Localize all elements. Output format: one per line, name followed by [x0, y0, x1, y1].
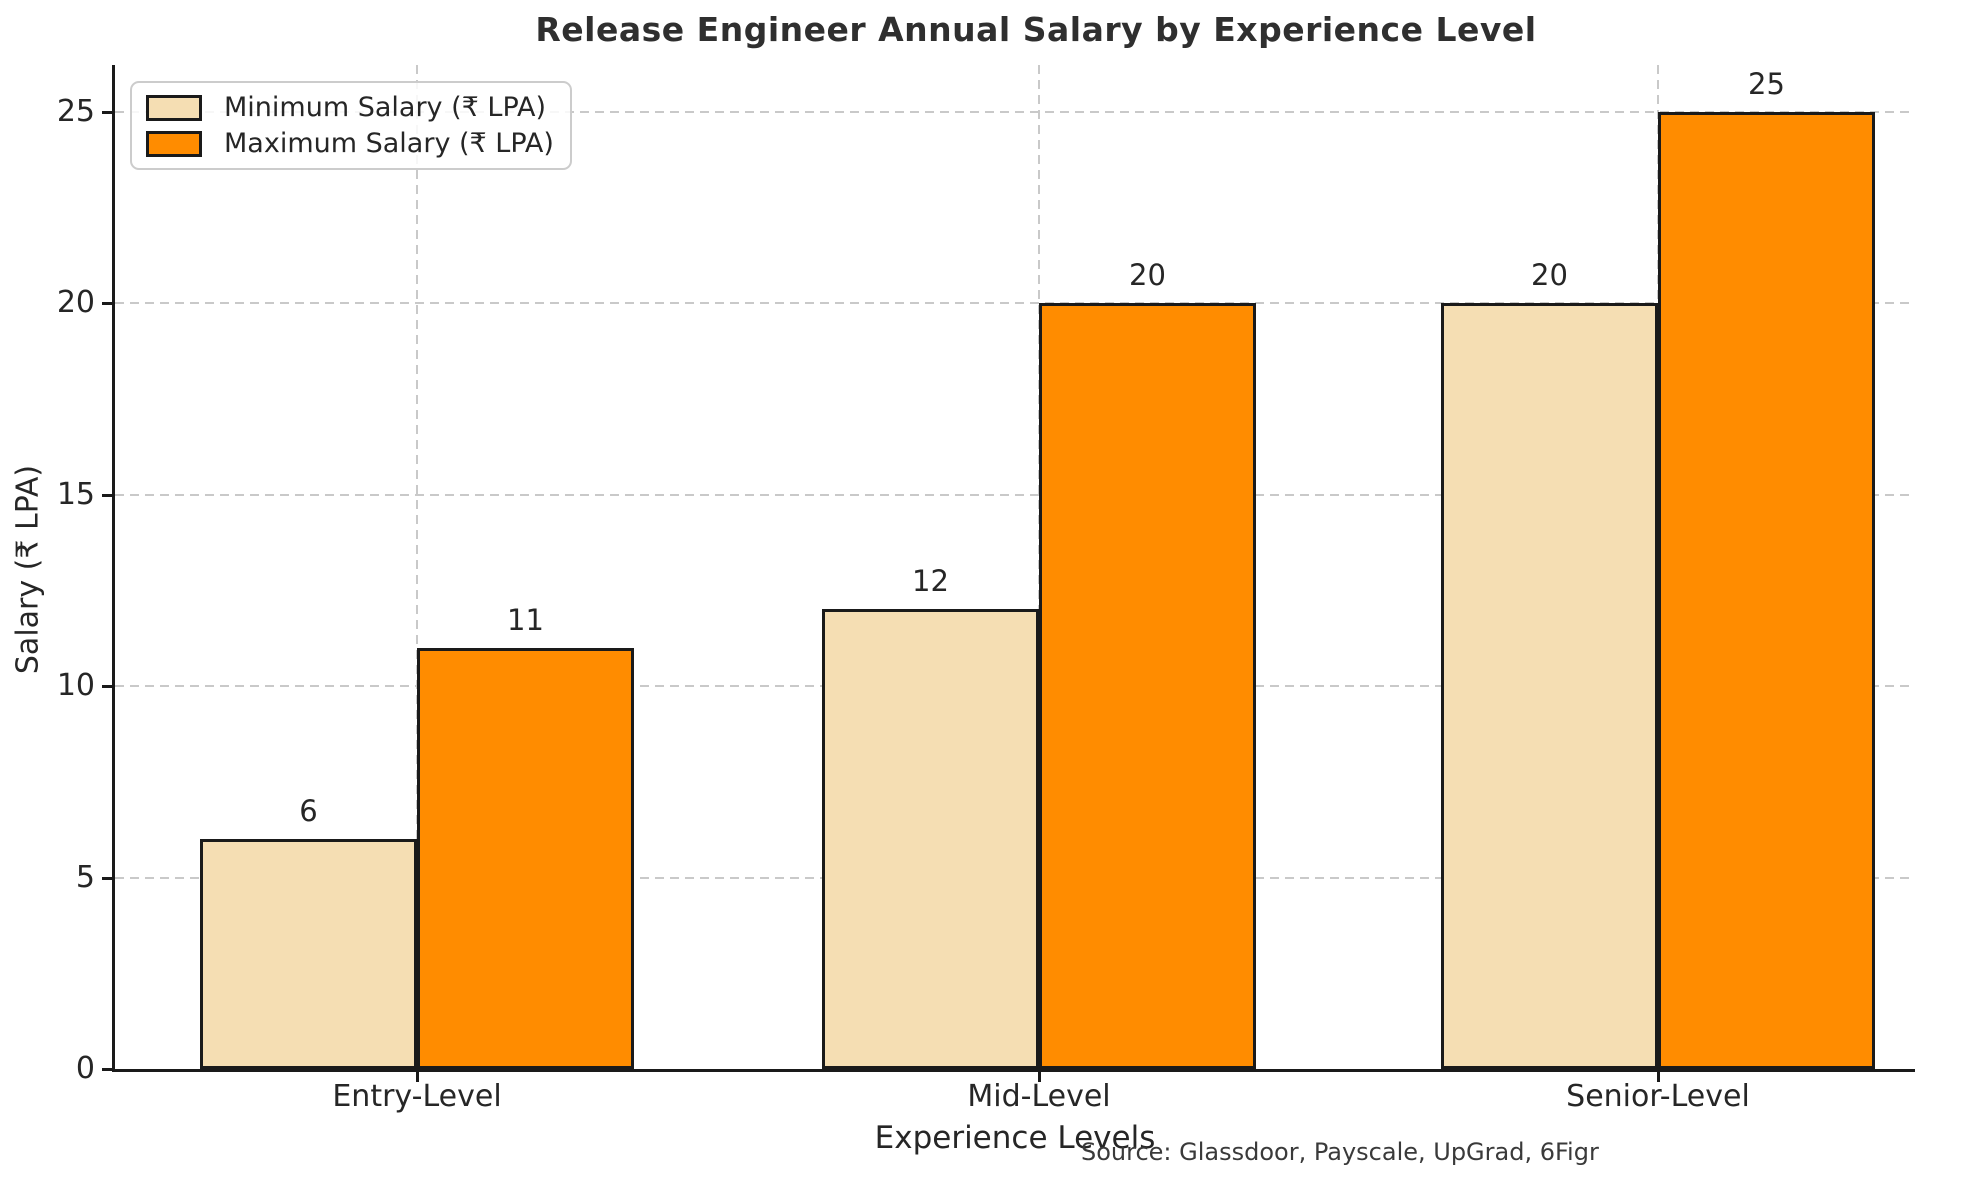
y-tick-label-0: 0	[75, 1051, 95, 1086]
legend-item-maximum: Maximum Salary (₹ LPA)	[146, 128, 556, 159]
value-label-minimum-bar-entry-level: 6	[299, 794, 318, 828]
x-tick-label-entry-level: Entry-Level	[332, 1079, 502, 1114]
value-label-minimum-bar-mid-level: 12	[912, 564, 949, 598]
y-tick-label-15: 15	[56, 476, 95, 512]
y-tick-label-20: 20	[56, 285, 95, 320]
y-tick-5	[102, 876, 112, 880]
minimum-bar-mid-level	[822, 609, 1039, 1069]
y-tick-label-5: 5	[75, 859, 95, 895]
source-note: Source: Glassdoor, Payscale, UpGrad, 6Fi…	[1081, 1138, 1599, 1166]
gridline-y-20	[115, 302, 1915, 304]
gridline-x-entry-level	[416, 65, 418, 1069]
minimum-bar-entry-level	[200, 839, 417, 1069]
legend: Minimum Salary (₹ LPA) Maximum Salary (₹…	[130, 81, 572, 170]
chart-title: Release Engineer Annual Salary by Experi…	[535, 10, 1537, 49]
y-tick-15	[102, 493, 112, 497]
x-tick-label-mid-level: Mid-Level	[967, 1079, 1111, 1114]
gridline-y-15	[115, 493, 1915, 496]
legend-label-maximum: Maximum Salary (₹ LPA)	[224, 128, 554, 159]
minimum-bar-senior-level	[1441, 303, 1658, 1069]
x-axis-label: Experience Levels	[874, 1120, 1156, 1156]
y-axis-label: Salary (₹ LPA)	[10, 464, 46, 675]
legend-item-minimum: Minimum Salary (₹ LPA)	[146, 92, 556, 123]
x-tick-entry-level	[416, 1072, 419, 1082]
value-label-minimum-bar-senior-level: 20	[1531, 258, 1568, 292]
x-tick-mid-level	[1038, 1072, 1041, 1082]
maximum-bar-senior-level	[1658, 112, 1875, 1069]
x-axis-spine	[112, 1069, 1915, 1072]
maximum-bar-mid-level	[1039, 303, 1256, 1069]
legend-swatch-maximum	[146, 130, 202, 157]
y-tick-0	[102, 1068, 112, 1071]
x-tick-label-senior-level: Senior-Level	[1566, 1079, 1750, 1114]
value-label-maximum-bar-entry-level: 11	[507, 603, 544, 637]
value-label-maximum-bar-mid-level: 20	[1129, 258, 1166, 292]
legend-label-minimum: Minimum Salary (₹ LPA)	[224, 92, 546, 123]
y-tick-label-25: 25	[56, 93, 95, 129]
y-axis-spine	[112, 65, 115, 1072]
gridline-y-25	[115, 110, 1915, 113]
y-tick-25	[102, 110, 112, 114]
value-label-maximum-bar-senior-level: 25	[1748, 67, 1785, 101]
legend-swatch-minimum	[146, 94, 202, 121]
x-tick-senior-level	[1657, 1072, 1660, 1082]
y-tick-10	[102, 685, 112, 688]
maximum-bar-entry-level	[417, 648, 634, 1069]
y-tick-20	[102, 302, 112, 305]
y-tick-label-10: 10	[56, 668, 95, 703]
